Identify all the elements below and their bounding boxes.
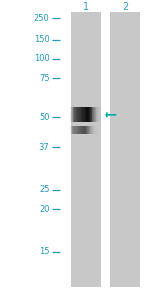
Bar — [91, 107, 92, 122]
Bar — [80, 107, 81, 122]
Text: 1: 1 — [83, 2, 89, 12]
Bar — [79, 107, 80, 122]
Text: 50: 50 — [39, 113, 50, 122]
Bar — [88, 107, 89, 122]
Bar — [100, 107, 101, 122]
Bar — [72, 126, 73, 134]
Bar — [77, 126, 78, 134]
Bar — [88, 126, 89, 134]
Bar — [71, 107, 72, 122]
Bar — [89, 107, 90, 122]
Bar — [92, 107, 93, 122]
Bar — [96, 107, 97, 122]
Bar — [77, 107, 78, 122]
Bar — [91, 126, 92, 134]
Bar — [81, 107, 82, 122]
Bar — [96, 126, 97, 134]
Text: 250: 250 — [34, 14, 50, 23]
Text: 100: 100 — [34, 54, 50, 63]
Bar — [79, 126, 80, 134]
Bar — [92, 126, 93, 134]
Text: 25: 25 — [39, 185, 50, 194]
Bar — [80, 126, 81, 134]
Bar — [74, 126, 75, 134]
Bar — [95, 107, 96, 122]
Bar — [76, 126, 77, 134]
Bar — [94, 107, 95, 122]
Bar — [82, 107, 83, 122]
Bar — [76, 107, 77, 122]
Bar — [73, 126, 74, 134]
Text: 2: 2 — [122, 2, 128, 12]
Bar — [110, 12, 140, 287]
Text: 75: 75 — [39, 74, 50, 83]
Bar — [86, 126, 87, 134]
Bar — [93, 107, 94, 122]
Bar — [84, 107, 85, 122]
Bar — [78, 126, 79, 134]
Bar — [90, 126, 91, 134]
Bar — [101, 107, 102, 122]
Bar — [85, 126, 86, 134]
Bar — [94, 126, 95, 134]
Bar — [95, 126, 96, 134]
Bar — [89, 126, 90, 134]
Bar — [74, 107, 75, 122]
Bar — [83, 126, 84, 134]
Bar — [90, 107, 91, 122]
Bar — [87, 107, 88, 122]
Bar — [84, 126, 85, 134]
Bar — [71, 12, 101, 287]
Bar — [93, 126, 94, 134]
Bar — [85, 107, 86, 122]
Bar — [98, 107, 99, 122]
Bar — [75, 126, 76, 134]
Bar — [73, 107, 74, 122]
Bar — [70, 126, 71, 134]
Text: 150: 150 — [34, 35, 50, 44]
Bar — [82, 126, 83, 134]
Text: 37: 37 — [39, 143, 50, 151]
Bar — [81, 126, 82, 134]
Bar — [71, 126, 72, 134]
Bar — [97, 126, 98, 134]
Bar — [86, 107, 87, 122]
Bar — [97, 107, 98, 122]
Bar — [87, 126, 88, 134]
Text: 20: 20 — [39, 205, 50, 214]
Bar — [72, 107, 73, 122]
Bar — [83, 107, 84, 122]
Bar — [99, 107, 100, 122]
Bar — [75, 107, 76, 122]
Bar — [70, 107, 71, 122]
Text: 15: 15 — [39, 248, 50, 256]
Bar — [78, 107, 79, 122]
